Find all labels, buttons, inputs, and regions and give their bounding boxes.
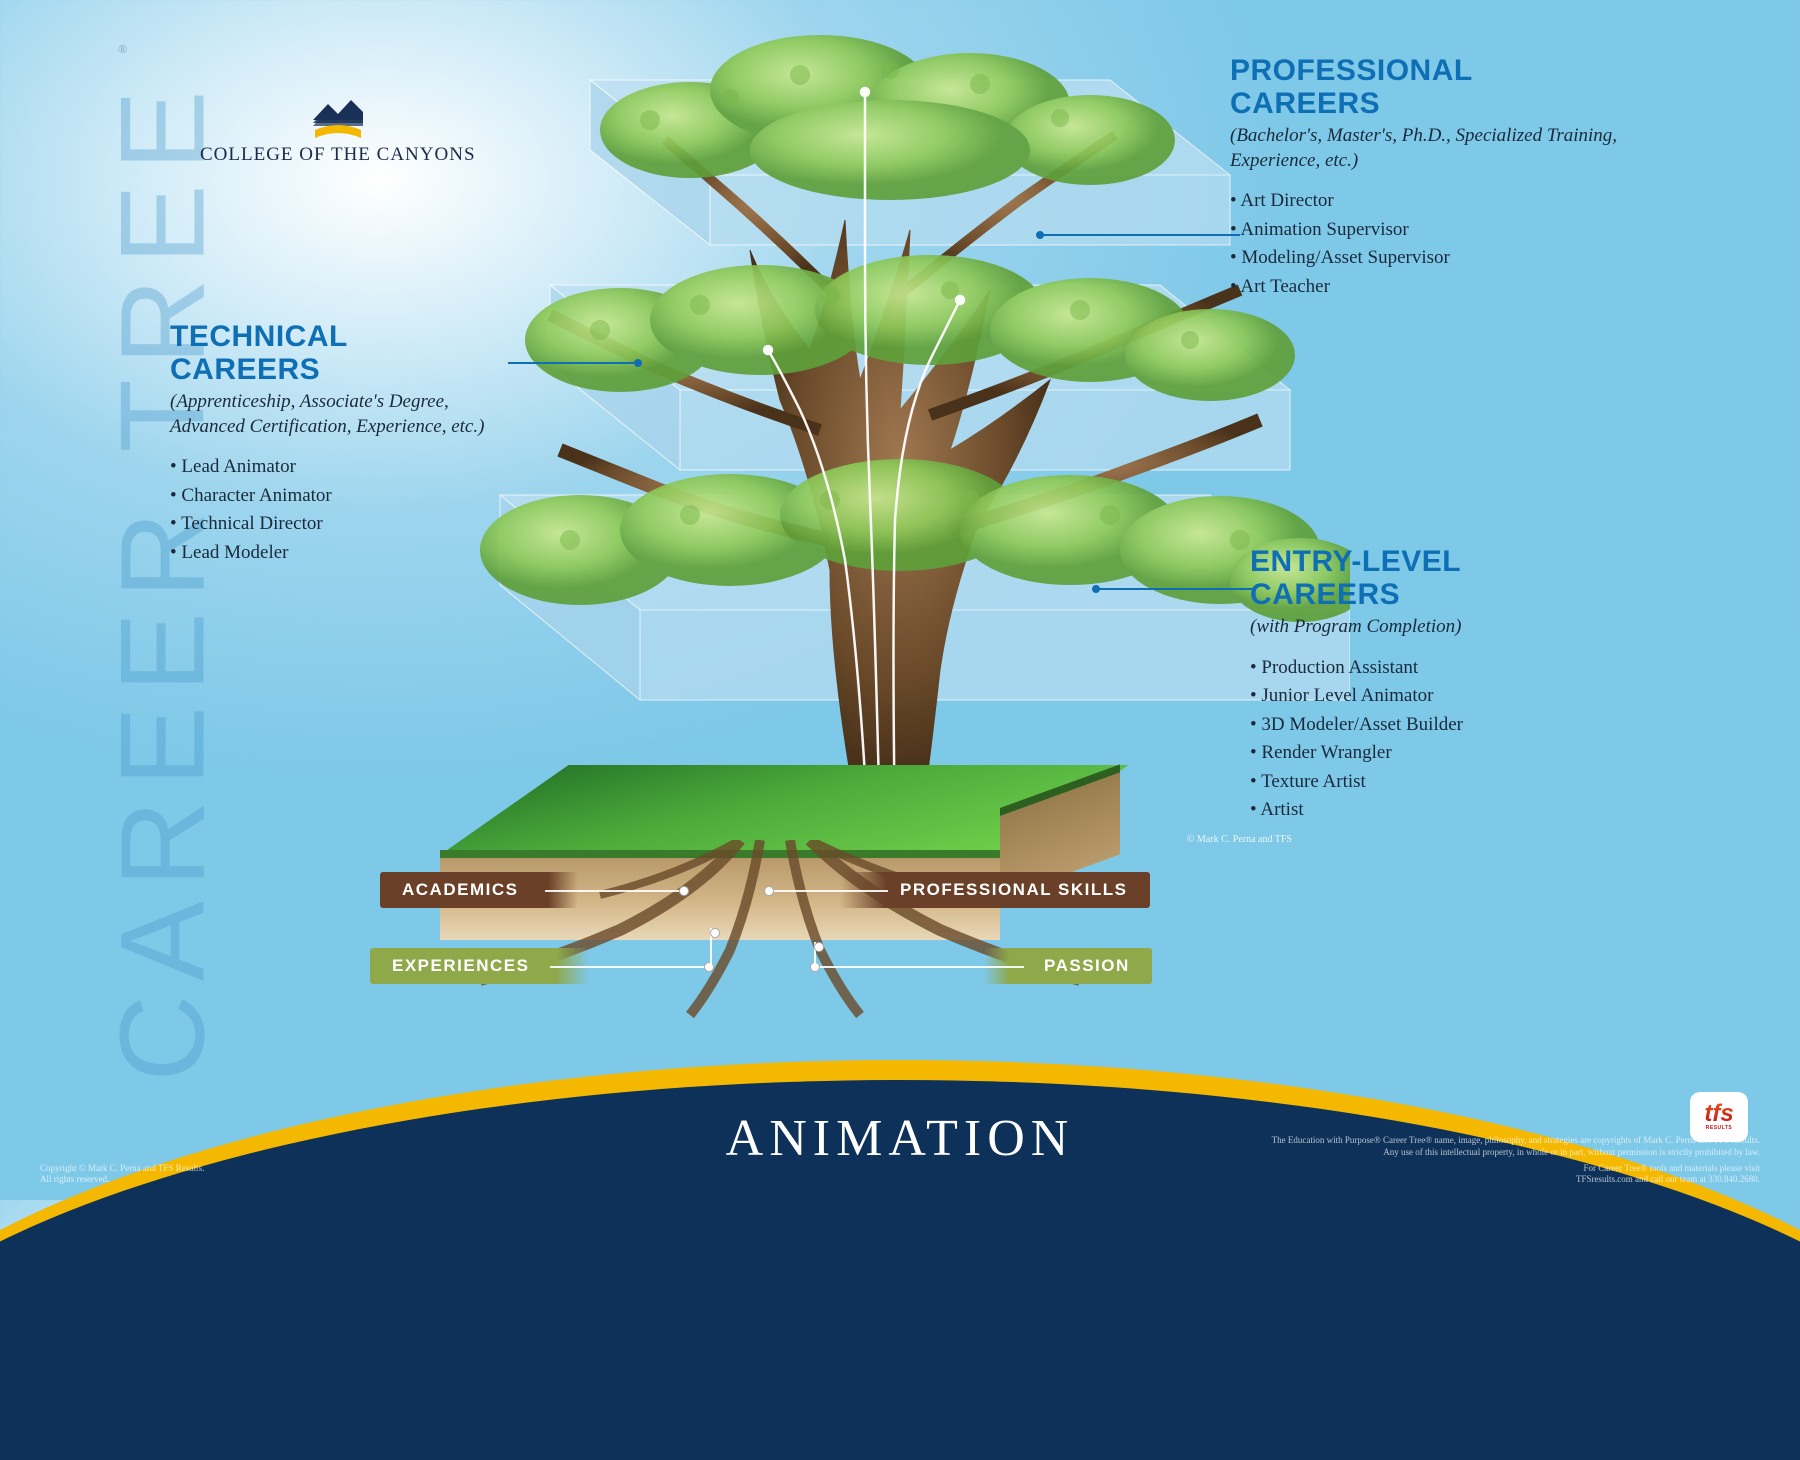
root-connector bbox=[550, 966, 710, 968]
list-item: Art Director bbox=[1230, 187, 1700, 216]
list-item: Character Animator bbox=[170, 482, 520, 511]
tfs-logo-sub: RESULTS bbox=[1706, 1125, 1732, 1131]
professional-title-2: CAREERS bbox=[1230, 87, 1380, 120]
list-item: Animation Supervisor bbox=[1230, 216, 1700, 245]
list-item: Production Assistant bbox=[1250, 654, 1700, 683]
list-item: Lead Animator bbox=[170, 453, 520, 482]
roots-illustration bbox=[440, 840, 1140, 1020]
list-item: Technical Director bbox=[170, 510, 520, 539]
list-item: 3D Modeler/Asset Builder bbox=[1250, 711, 1700, 740]
list-item: Artist bbox=[1250, 796, 1700, 825]
technical-subtitle: (Apprenticeship, Associate's Degree, Adv… bbox=[170, 390, 520, 439]
footer: ANIMATION Copyright © Mark C. Perna and … bbox=[0, 1000, 1800, 1200]
entry-subtitle: (with Program Completion) bbox=[1250, 615, 1700, 640]
technical-title-1: TECHNICAL bbox=[170, 320, 348, 353]
professional-careers-block: PROFESSIONALCAREERS (Bachelor's, Master'… bbox=[1230, 54, 1700, 301]
root-connector bbox=[545, 890, 685, 892]
footer-copyright-left: Copyright © Mark C. Perna and TFS Result… bbox=[40, 1163, 204, 1186]
list-item: Junior Level Animator bbox=[1250, 682, 1700, 711]
list-item: Modeling/Asset Supervisor bbox=[1230, 244, 1700, 273]
list-item: Art Teacher bbox=[1230, 273, 1700, 302]
list-item: Lead Modeler bbox=[170, 539, 520, 568]
entry-title-1: ENTRY-LEVEL bbox=[1250, 545, 1461, 578]
tfs-logo-main: tfs bbox=[1704, 1103, 1733, 1125]
entry-list: Production AssistantJunior Level Animato… bbox=[1250, 654, 1700, 825]
root-connector bbox=[814, 966, 1024, 968]
entry-careers-block: ENTRY-LEVELCAREERS (with Program Complet… bbox=[1250, 545, 1700, 825]
logo-icon bbox=[303, 90, 373, 140]
technical-title-2: CAREERS bbox=[170, 353, 320, 386]
list-item: Render Wrangler bbox=[1250, 739, 1700, 768]
career-tree-text: CAREER TREE bbox=[94, 76, 232, 1081]
root-connector bbox=[814, 942, 816, 968]
list-item: Texture Artist bbox=[1250, 768, 1700, 797]
professional-title-1: PROFESSIONAL bbox=[1230, 54, 1473, 87]
root-connector bbox=[768, 890, 888, 892]
professional-list: Art DirectorAnimation SupervisorModeling… bbox=[1230, 187, 1700, 301]
technical-list: Lead AnimatorCharacter AnimatorTechnical… bbox=[170, 453, 520, 567]
entry-title-2: CAREERS bbox=[1250, 578, 1400, 611]
footer-copyright-right: The Education with Purpose® Career Tree®… bbox=[1272, 1135, 1760, 1186]
registered-mark: ® bbox=[118, 42, 127, 57]
root-connector bbox=[710, 928, 712, 968]
professional-connector bbox=[1040, 234, 1240, 236]
entry-connector bbox=[1096, 588, 1256, 590]
technical-connector bbox=[508, 362, 638, 364]
professional-subtitle: (Bachelor's, Master's, Ph.D., Specialize… bbox=[1230, 124, 1700, 173]
image-credit: © Mark C. Perna and TFS bbox=[1187, 834, 1292, 845]
technical-careers-block: TECHNICALCAREERS (Apprenticeship, Associ… bbox=[170, 320, 520, 567]
